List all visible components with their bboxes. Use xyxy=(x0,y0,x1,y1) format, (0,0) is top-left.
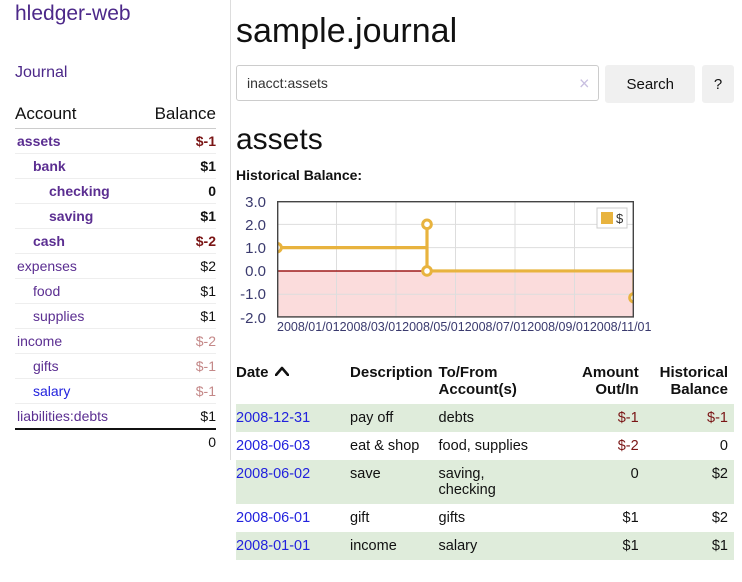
svg-text:$: $ xyxy=(616,211,624,226)
